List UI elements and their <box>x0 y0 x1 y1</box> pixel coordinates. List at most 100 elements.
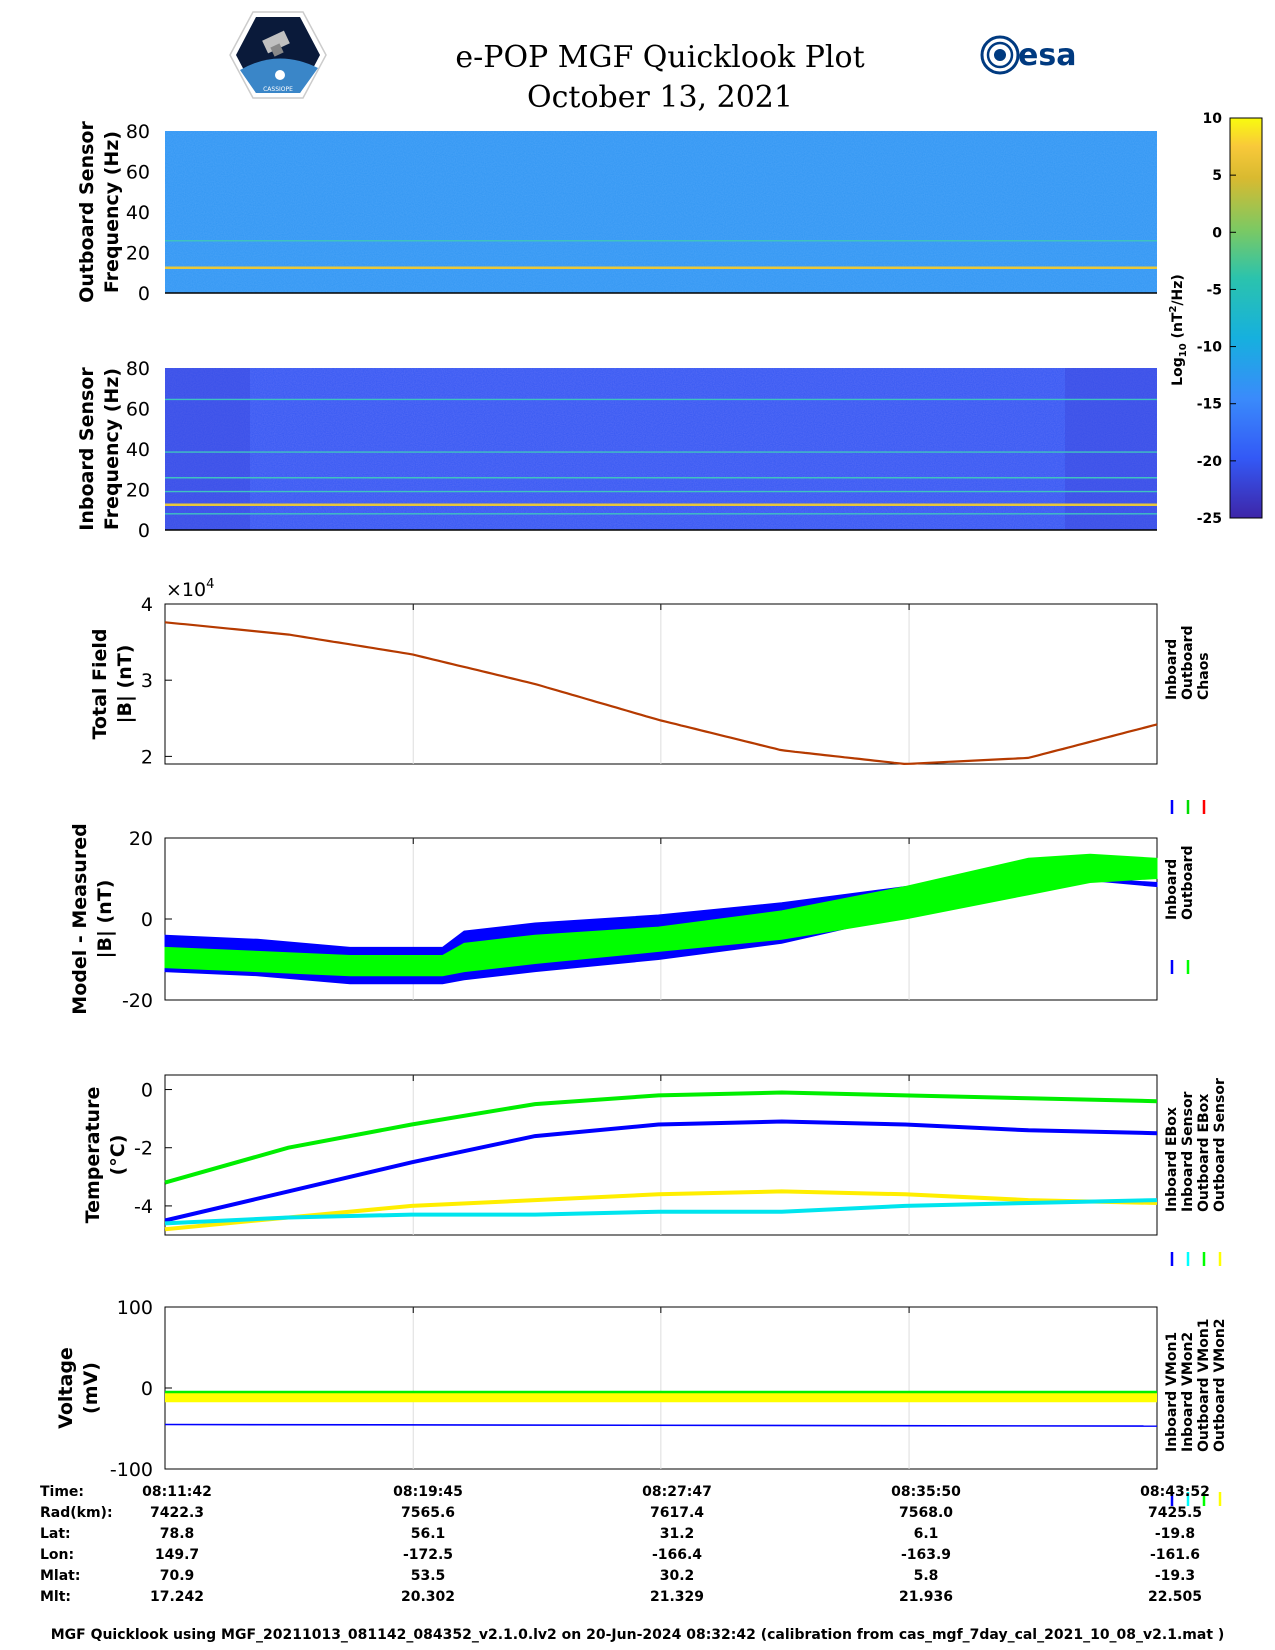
total-field-ylabel-line1: Total Field <box>89 628 111 739</box>
temperature-grid <box>412 1075 910 1235</box>
orbit-cell: -172.5 <box>402 1547 454 1563</box>
legend-entry: Outboard VMon2 <box>1212 1318 1228 1452</box>
y-tick-label: 60 <box>126 399 150 421</box>
model-measured-ylabel-line2: |B| (nT) <box>94 880 116 959</box>
total-field-panel: 2 3 4 ×104 Total Field |B| (nT) Inboard Out… <box>89 577 1212 814</box>
orbit-cell: 6.1 <box>913 1526 939 1542</box>
orbit-cell: 08:27:47 <box>642 1484 712 1500</box>
voltage-line-inboard-vmon1 <box>164 1423 1158 1427</box>
y-tick-label: 20 <box>126 243 150 265</box>
legend-entry: Inboard <box>1164 639 1180 700</box>
orbit-cell: -19.3 <box>1154 1568 1196 1584</box>
orbit-row: Lat: 78.8 56.1 31.2 6.1 -19.8 <box>40 1526 1230 1547</box>
temp-line-outboard-ebox <box>164 1090 1158 1185</box>
outboard-spectrogram-noise <box>165 131 1157 293</box>
orbit-cell: 7422.3 <box>149 1505 205 1521</box>
y-tick-label: 80 <box>126 358 150 380</box>
total-field-legend: Inboard Outboard Chaos <box>1164 625 1212 814</box>
model-measured-bands <box>164 853 1158 985</box>
orbit-cell: 78.8 <box>159 1526 195 1542</box>
voltage-ylabel-line2: (mV) <box>80 1362 102 1414</box>
orbit-row-label: Mlt: <box>40 1589 72 1605</box>
legend-entry: Outboard EBox <box>1196 1094 1212 1212</box>
y-tick-label: 60 <box>126 162 150 184</box>
temp-line-inboard-ebox <box>164 1119 1158 1223</box>
voltage-grid <box>412 1307 910 1469</box>
orbit-cell: 20.302 <box>400 1589 456 1605</box>
outboard-ylabel-line2: Frequency (Hz) <box>101 131 123 293</box>
total-field-exponent-label: ×104 <box>166 577 214 601</box>
legend-entry: Inboard VMon2 <box>1180 1332 1196 1452</box>
y-tick-label: -2 <box>134 1138 153 1160</box>
temperature-ylabel-line2: (°C) <box>107 1135 129 1176</box>
temperature-y-ticks: -4 -2 0 <box>134 1080 172 1218</box>
y-tick-label: 4 <box>141 594 153 616</box>
orbit-info-table: Time: 08:11:42 08:19:45 08:27:47 08:35:50 08:… <box>40 1484 1230 1610</box>
legend-entry: Outboard <box>1180 845 1196 920</box>
temperature-ylabel-line1: Temperature <box>82 1087 104 1224</box>
outboard-spectrogram-lines <box>165 240 1157 269</box>
y-tick-label: 0 <box>141 1378 153 1400</box>
orbit-row-label: Lon: <box>40 1547 75 1563</box>
orbit-cell: -166.4 <box>651 1547 703 1563</box>
orbit-cell: 53.5 <box>410 1568 446 1584</box>
orbit-row: Rad(km): 7422.3 7565.6 7617.4 7568.0 7425.5 <box>40 1505 1230 1526</box>
temperature-legend: Inboard EBox Inboard Sensor Outboard EBox O… <box>1164 1078 1228 1266</box>
footer-caption: MGF Quicklook using MGF_20211013_081142_… <box>50 1627 1225 1643</box>
orbit-cell: 08:11:42 <box>142 1484 212 1500</box>
orbit-cell: -161.6 <box>1149 1547 1201 1563</box>
model-measured-ylabel-line1: Model - Measured <box>69 823 91 1014</box>
legend-entry: Inboard <box>1164 859 1180 920</box>
inboard-spectrogram-dark-band-left <box>165 368 250 530</box>
orbit-cell: 22.505 <box>1147 1589 1203 1605</box>
orbit-cell: 7565.6 <box>400 1505 456 1521</box>
y-tick-label: -20 <box>122 990 153 1012</box>
y-tick-label: 20 <box>129 828 153 850</box>
orbit-cell: 7617.4 <box>649 1505 705 1521</box>
orbit-cell: 17.242 <box>149 1589 205 1605</box>
legend-entry: Inboard VMon1 <box>1164 1332 1180 1452</box>
temp-line-outboard-sensor <box>164 1189 1158 1232</box>
y-tick-label: 40 <box>126 202 150 224</box>
esa-logo: esa <box>978 30 1098 80</box>
legend-entry: Outboard Sensor <box>1212 1078 1228 1212</box>
y-tick-label: 2 <box>141 746 153 768</box>
colorbar-tick-label: 10 <box>1203 111 1223 127</box>
voltage-y-ticks: -100 0 100 <box>110 1297 172 1481</box>
orbit-cell: 30.2 <box>659 1568 695 1584</box>
y-tick-label: 0 <box>141 1080 153 1102</box>
svg-text:esa: esa <box>1018 38 1076 73</box>
y-tick-label: 3 <box>141 670 153 692</box>
legend-entry: Inboard EBox <box>1164 1107 1180 1212</box>
inboard-spectrogram-dark-band-right <box>1065 368 1157 530</box>
colorbar-tick-label: 0 <box>1212 225 1222 241</box>
colorbar-tick-label: -5 <box>1206 282 1222 298</box>
total-field-y-ticks: 2 3 4 <box>141 594 172 768</box>
orbit-row-label: Mlat: <box>40 1568 81 1584</box>
plot-title: e-POP MGF Quicklook Plot <box>455 40 865 75</box>
inboard-spectrogram-noise <box>165 368 1157 530</box>
voltage-legend: Inboard VMon1 Inboard VMon2 Outboard VMon1… <box>1164 1318 1228 1506</box>
legend-entry: Outboard VMon1 <box>1196 1318 1212 1452</box>
orbit-cell: 21.936 <box>898 1589 954 1605</box>
y-tick-label: 0 <box>138 520 150 542</box>
plot-date: October 13, 2021 <box>527 80 793 115</box>
orbit-cell: -163.9 <box>900 1547 952 1563</box>
colorbar-label: Log10 (nT2/Hz) <box>1168 274 1189 386</box>
outboard-y-ticks: 0 20 40 60 80 <box>126 121 150 305</box>
y-tick-label: 0 <box>138 283 150 305</box>
total-field-chaos-line <box>164 621 1158 766</box>
colorbar-tick-label: 5 <box>1212 168 1222 184</box>
orbit-cell: 08:35:50 <box>891 1484 961 1500</box>
y-tick-label: 0 <box>141 909 153 931</box>
y-tick-label: 80 <box>126 121 150 143</box>
orbit-row-label: Lat: <box>40 1526 71 1542</box>
svg-text:CASSIOPE: CASSIOPE <box>263 86 293 93</box>
y-tick-label: -100 <box>110 1459 153 1481</box>
inboard-ylabel-line2: Frequency (Hz) <box>101 368 123 530</box>
y-tick-label: -4 <box>134 1196 153 1218</box>
model-minus-measured-panel: -20 0 20 Model - Measured |B| (nT) Inboard… <box>69 823 1196 1014</box>
orbit-row: Lon: 149.7 -172.5 -166.4 -163.9 -161.6 <box>40 1547 1230 1568</box>
orbit-cell: 56.1 <box>410 1526 446 1542</box>
y-tick-label: 100 <box>117 1297 153 1319</box>
